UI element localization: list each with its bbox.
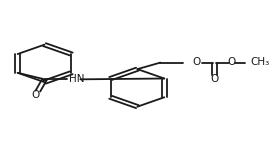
Text: O: O — [210, 74, 218, 84]
Text: HN: HN — [69, 74, 84, 83]
Text: O: O — [227, 57, 235, 67]
Text: O: O — [192, 57, 201, 67]
Text: O: O — [32, 90, 40, 100]
Text: CH₃: CH₃ — [250, 57, 269, 67]
